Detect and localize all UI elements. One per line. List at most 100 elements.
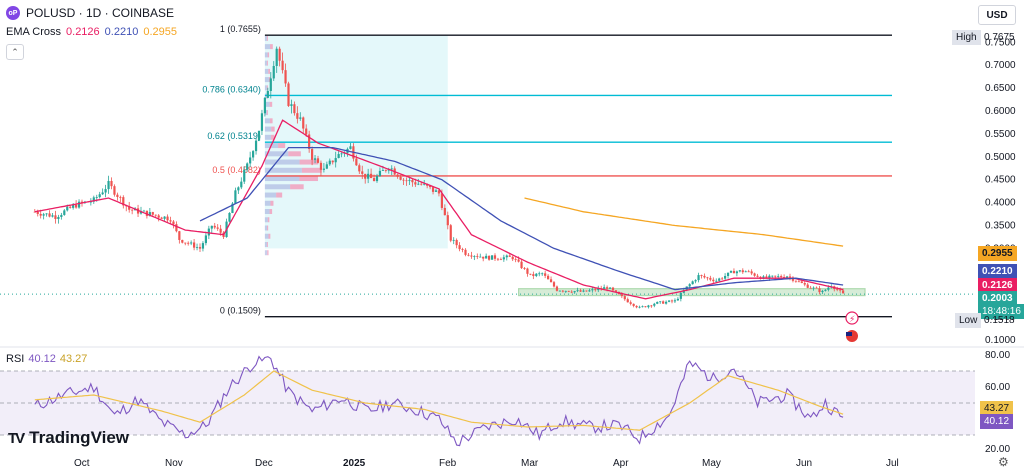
- ema-cross-label: EMA Cross: [6, 26, 61, 38]
- candle-body: [535, 274, 537, 276]
- candle-body: [532, 274, 534, 276]
- candle-body: [364, 174, 366, 179]
- candle-body: [780, 276, 782, 277]
- candle-body: [479, 257, 481, 258]
- volume-profile-bar: [270, 118, 273, 123]
- candle-body: [329, 161, 331, 165]
- symbol-header[interactable]: oP POLUSD · 1D · COINBASE: [6, 6, 174, 20]
- currency-selector[interactable]: USD: [978, 5, 1016, 25]
- chevron-up-icon[interactable]: ⌃: [6, 44, 24, 60]
- candle-body: [161, 218, 163, 219]
- ema-fast-value: 0.2126: [66, 26, 100, 38]
- candle-body: [562, 291, 564, 292]
- y-tick-label: 0.5500: [985, 129, 1016, 140]
- candle-body: [612, 288, 614, 291]
- candle-body: [57, 217, 59, 219]
- candle-body: [482, 257, 484, 259]
- volume-profile-bar: [265, 77, 269, 82]
- candle-body: [411, 180, 413, 182]
- candle-body: [202, 243, 204, 249]
- candle-body: [795, 281, 797, 282]
- rsi-y-tick-label: 20.00: [985, 444, 1010, 455]
- high-tag: High: [952, 30, 981, 45]
- candle-body: [152, 212, 154, 215]
- volume-profile-bar: [265, 176, 300, 181]
- candle-body: [75, 205, 77, 208]
- candle-body: [839, 290, 841, 291]
- candle-body: [724, 276, 726, 279]
- candle-body: [193, 242, 195, 247]
- volume-profile-bar: [267, 36, 268, 41]
- candle-body: [287, 83, 289, 106]
- low-tag: Low: [955, 313, 981, 328]
- rsi-legend[interactable]: RSI 40.12 43.27: [6, 353, 87, 365]
- rsi-ma-tag-value: 43.27: [984, 403, 1009, 414]
- symbol-title[interactable]: POLUSD · 1D · COINBASE: [26, 6, 174, 20]
- candle-body: [703, 276, 705, 277]
- fib-level-label: 0.62 (0.5319): [207, 131, 261, 141]
- candle-body: [107, 181, 109, 189]
- candle-body: [276, 49, 278, 66]
- candle-body: [627, 299, 629, 302]
- candle-body: [40, 214, 42, 216]
- candle-body: [588, 290, 590, 291]
- candle-body: [63, 210, 65, 215]
- volume-profile-bar: [267, 250, 268, 255]
- fib-level-label: 1 (0.7655): [220, 24, 261, 34]
- candle-body: [553, 282, 555, 286]
- candle-body: [680, 293, 682, 299]
- candle-body: [801, 281, 803, 283]
- candle-body: [591, 289, 593, 290]
- tradingview-wordmark: TradingView: [29, 428, 129, 448]
- gear-icon[interactable]: ⚙: [998, 455, 1009, 469]
- volume-profile-bar: [267, 242, 268, 247]
- candle-body: [470, 256, 472, 257]
- candle-body: [199, 247, 201, 249]
- candle-body: [402, 180, 404, 181]
- candle-body: [234, 190, 236, 203]
- candle-body: [550, 279, 552, 282]
- volume-profile-bar: [265, 36, 267, 41]
- ema-slow-tag: 0.2955: [978, 246, 1017, 261]
- candle-body: [467, 255, 469, 256]
- polygon-logo-icon: oP: [6, 6, 20, 20]
- candle-body: [556, 287, 558, 291]
- candle-body: [692, 281, 694, 284]
- candle-body: [789, 276, 791, 277]
- volume-profile-bar: [265, 217, 268, 222]
- rsi-y-tick-label: 60.00: [985, 382, 1010, 393]
- candle-body: [349, 146, 351, 149]
- candle-body: [742, 270, 744, 272]
- candle-body: [355, 159, 357, 166]
- candle-body: [650, 305, 652, 306]
- candle-body: [544, 273, 546, 275]
- tradingview-logo[interactable]: TV TradingView: [8, 428, 129, 448]
- candle-body: [491, 255, 493, 259]
- candle-body: [756, 276, 758, 277]
- volume-profile-bar: [268, 52, 269, 57]
- volume-profile-bar: [265, 85, 267, 90]
- candle-body: [69, 207, 71, 208]
- y-tick-label: 0.4000: [985, 198, 1016, 209]
- candle-body: [323, 169, 325, 170]
- candle-body: [332, 161, 334, 163]
- candle-body: [656, 302, 658, 304]
- low-label: Low: [959, 315, 977, 326]
- candle-body: [361, 171, 363, 173]
- candle-body: [441, 193, 443, 207]
- candle-body: [473, 256, 475, 257]
- candle-body: [512, 257, 514, 259]
- ema-legend[interactable]: EMA Cross 0.2126 0.2210 0.2955: [6, 26, 177, 38]
- volume-profile-bar: [299, 176, 318, 181]
- candle-body: [541, 273, 543, 274]
- candle-body: [252, 151, 254, 157]
- volume-profile-bar: [276, 193, 282, 198]
- candle-body: [574, 291, 576, 292]
- candle-body: [78, 202, 80, 208]
- rsi-tag: 40.12: [980, 414, 1013, 429]
- candle-body: [379, 171, 381, 176]
- candle-body: [453, 240, 455, 241]
- candle-body: [335, 158, 337, 162]
- candle-body: [730, 271, 732, 273]
